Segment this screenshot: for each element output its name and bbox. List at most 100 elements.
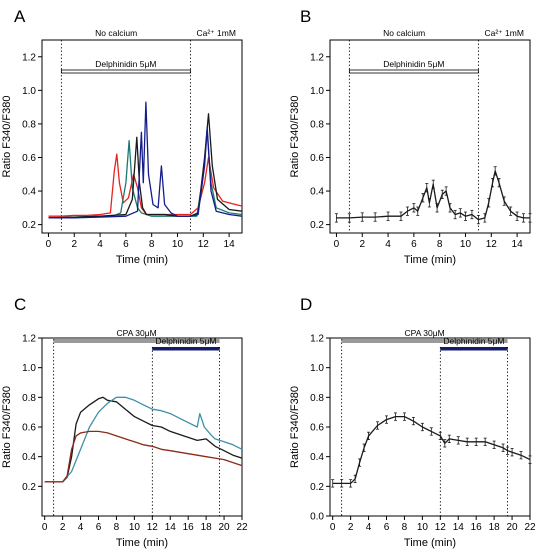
x-tick-label: 10 [417,522,429,533]
x-tick-label: 10 [460,239,472,250]
y-tick-label: 1.0 [22,363,36,374]
y-axis-label: Ratio F340/F380 [289,386,301,468]
x-tick-label: 18 [489,522,501,533]
x-tick-label: 8 [437,239,443,250]
y-tick-label: 0.6 [22,423,36,434]
y-tick-label: 1.2 [22,52,36,63]
series-line [44,430,243,483]
y-tick-label: 1.0 [310,363,324,374]
plot-frame [41,337,243,517]
y-tick-label: 1.0 [310,86,324,97]
y-tick-label: 0.2 [310,482,324,493]
condition-label: No calcium [383,28,425,38]
y-tick-label: 0.6 [310,423,324,434]
series-line [48,131,243,219]
y-tick-label: 0.0 [310,512,324,523]
series-line [332,415,531,485]
x-tick-label: 6 [96,522,102,533]
treatment-bar [152,347,220,351]
x-axis-label: Time (min) [404,254,456,266]
treatment-label: Delphinidin 5μM [155,336,216,346]
treatment-bar [60,69,191,74]
treatment-bar [440,347,508,351]
x-tick-label: 0 [46,239,52,250]
treatment-label: CPA 30μM [117,328,157,338]
y-axis-label: Ratio F340/F380 [289,96,301,178]
x-tick-label: 12 [435,522,447,533]
y-tick-label: 0.4 [22,187,36,198]
y-tick-label: 0.4 [22,452,36,463]
x-tick-label: 12 [198,239,210,250]
x-tick-label: 14 [453,522,465,533]
x-tick-label: 6 [123,239,129,250]
plot-frame [329,39,531,234]
x-tick-label: 8 [149,239,155,250]
panel-letter: D [300,295,312,314]
x-tick-label: 14 [165,522,177,533]
y-tick-label: 1.2 [310,52,324,63]
condition-label: Ca²⁺ 1mM [196,28,235,38]
panel-letter: B [300,7,311,26]
x-tick-label: 6 [411,239,417,250]
x-tick-label: 20 [219,522,231,533]
x-tick-label: 6 [384,522,390,533]
x-tick-label: 4 [366,522,372,533]
x-tick-label: 2 [71,239,77,250]
x-tick-label: 4 [385,239,391,250]
x-tick-label: 20 [507,522,519,533]
series-line [48,153,243,217]
y-tick-label: 0.8 [22,393,36,404]
y-axis-label: Ratio F340/F380 [1,96,13,178]
y-tick-label: 0.2 [22,482,36,493]
x-axis-label: Time (min) [116,537,168,549]
x-tick-label: 18 [201,522,213,533]
y-tick-label: 0.8 [22,119,36,130]
y-tick-label: 1.0 [22,86,36,97]
treatment-bar [348,69,479,74]
treatment-bar [53,339,220,343]
panel-a: A No calcium Ca²⁺ 1mM Delphinidin 5μM 0 2 4 6 8 1… [1,7,243,266]
panel-letter: A [14,7,26,26]
x-tick-label: 4 [78,522,84,533]
y-tick-label: 0.6 [22,153,36,164]
x-tick-label: 10 [129,522,141,533]
series-line [48,101,243,219]
y-tick-label: 0.2 [22,220,36,231]
panel-letter: C [14,295,26,314]
x-tick-label: 10 [172,239,184,250]
x-tick-label: 8 [402,522,408,533]
condition-label: No calcium [95,28,137,38]
x-tick-label: 16 [471,522,483,533]
treatment-bar [341,339,508,343]
y-tick-label: 0.8 [310,119,324,130]
y-tick-label: 0.4 [310,452,324,463]
x-tick-label: 0 [334,239,340,250]
condition-label: Ca²⁺ 1mM [484,28,523,38]
series-line [44,396,243,483]
y-tick-label: 0.2 [310,220,324,231]
x-tick-label: 2 [60,522,66,533]
x-tick-label: 8 [114,522,120,533]
x-axis-label: Time (min) [116,254,168,266]
x-tick-label: 14 [224,239,236,250]
y-tick-label: 1.2 [22,334,36,345]
x-tick-label: 22 [236,522,248,533]
y-axis-label: Ratio F340/F380 [1,386,13,468]
x-tick-label: 2 [359,239,365,250]
x-tick-label: 22 [524,522,536,533]
treatment-label: CPA 30μM [405,328,445,338]
y-tick-label: 1.2 [310,334,324,345]
treatment-label: Delphinidin 5μM [443,336,504,346]
y-tick-label: 0.4 [310,187,324,198]
x-axis-label: Time (min) [404,537,456,549]
series-line [44,396,243,483]
y-tick-label: 0.6 [310,153,324,164]
treatment-label: Delphinidin 5μM [95,59,156,69]
treatment-label: Delphinidin 5μM [383,59,444,69]
x-tick-label: 12 [486,239,498,250]
series-line [48,113,243,219]
x-tick-label: 2 [348,522,354,533]
